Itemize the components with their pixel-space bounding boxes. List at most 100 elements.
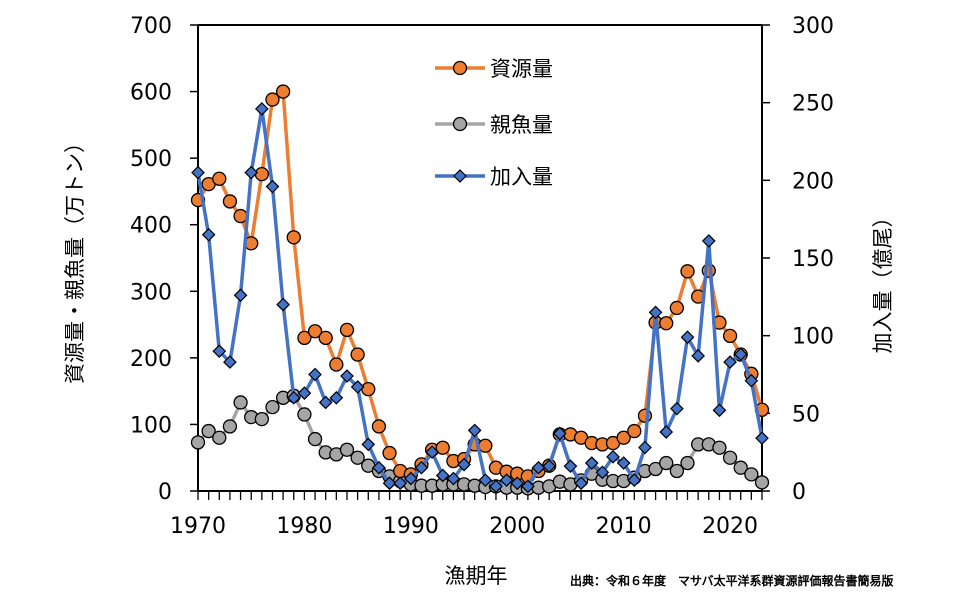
data-point [595, 465, 610, 480]
data-point [722, 328, 738, 344]
data-point [254, 411, 269, 427]
left-tick-label: 100 [130, 413, 172, 438]
data-point [340, 369, 354, 383]
data-point [275, 84, 291, 99]
data-point [286, 230, 301, 245]
data-point [329, 357, 344, 372]
data-point [276, 297, 290, 312]
data-point [435, 468, 450, 483]
data-point [574, 476, 588, 491]
data-point [297, 386, 312, 400]
data-point [233, 288, 248, 303]
data-point [308, 367, 322, 382]
data-point [191, 165, 205, 180]
data-point [521, 479, 535, 494]
data-point [244, 165, 259, 180]
data-point [212, 344, 227, 359]
data-point [446, 471, 461, 486]
legend-entry: 親魚量 [435, 113, 553, 137]
x-axis-ticks: 1970 1980 1990 2000 2010 2020 [170, 491, 763, 539]
left-tick-label: 700 [130, 14, 172, 39]
data-point [489, 479, 503, 494]
legend-entry: 資源量 [435, 57, 553, 81]
x-tick-label: 2020 [702, 514, 758, 539]
legend-marker [452, 60, 468, 76]
data-point [648, 461, 663, 477]
data-point [531, 460, 546, 475]
data-point [691, 349, 705, 363]
data-point [616, 456, 631, 470]
right-tick-label: 0 [792, 480, 806, 505]
data-point [265, 399, 280, 415]
data-point [307, 431, 323, 447]
data-point [201, 423, 216, 439]
data-point [669, 300, 685, 316]
right-tick-label: 300 [792, 14, 834, 39]
left-tick-label: 600 [130, 81, 172, 106]
right-tick-label: 200 [792, 169, 834, 194]
data-point [339, 322, 355, 338]
data-point [286, 390, 301, 405]
data-point [584, 456, 599, 470]
data-point [190, 435, 206, 450]
data-point [722, 450, 738, 465]
data-point [339, 442, 355, 457]
data-point [425, 445, 439, 460]
data-point [542, 459, 557, 473]
data-point [223, 355, 237, 369]
data-point [329, 390, 344, 405]
data-point [680, 330, 695, 345]
x-axis-title: 漁期年 [445, 564, 508, 588]
series-group [190, 84, 770, 496]
data-point [350, 450, 365, 465]
left-tick-label: 200 [130, 347, 172, 372]
x-tick-label: 1990 [383, 514, 439, 539]
data-point [403, 471, 418, 486]
data-point [361, 381, 376, 397]
data-point [744, 373, 759, 388]
x-tick-label: 2000 [489, 514, 545, 539]
source-note: 出典：令和６年度 マサバ太平洋系群資源評価報告書簡易版 [570, 574, 894, 588]
data-point [478, 438, 493, 453]
data-point [648, 305, 663, 320]
data-point [712, 440, 727, 455]
right-axis-title: 加入量（億尾） [871, 207, 895, 354]
x-tick-label: 1970 [170, 514, 226, 539]
data-point [393, 476, 408, 491]
data-point [510, 476, 525, 491]
data-point [222, 194, 238, 209]
series-recruitment [191, 102, 769, 494]
data-point [627, 423, 642, 439]
left-axis-ticks: 0 100 200 300 400 500 600 700 [130, 14, 198, 505]
series-resource [190, 84, 770, 484]
data-point [222, 419, 238, 434]
left-tick-label: 500 [130, 147, 172, 172]
data-point [723, 355, 737, 369]
data-point [680, 264, 695, 279]
data-point [350, 380, 365, 394]
data-point [499, 473, 514, 487]
right-tick-label: 250 [792, 92, 834, 117]
data-point [350, 347, 365, 362]
data-point [382, 476, 397, 491]
data-point [680, 455, 695, 471]
data-point [457, 457, 471, 472]
data-point [361, 437, 376, 452]
data-point [201, 227, 216, 242]
data-point [265, 92, 280, 107]
data-point [467, 423, 482, 438]
data-point [616, 430, 631, 445]
right-tick-label: 50 [792, 402, 820, 427]
legend-marker [452, 116, 468, 132]
left-tick-label: 300 [130, 280, 172, 305]
data-point [372, 460, 386, 475]
data-point [414, 460, 429, 475]
legend-entry: 加入量 [435, 165, 553, 189]
left-tick-label: 400 [130, 214, 172, 239]
data-point [318, 330, 333, 346]
x-tick-label: 2010 [596, 514, 652, 539]
data-point [297, 330, 312, 346]
right-tick-label: 100 [792, 325, 834, 350]
data-point [382, 445, 397, 461]
